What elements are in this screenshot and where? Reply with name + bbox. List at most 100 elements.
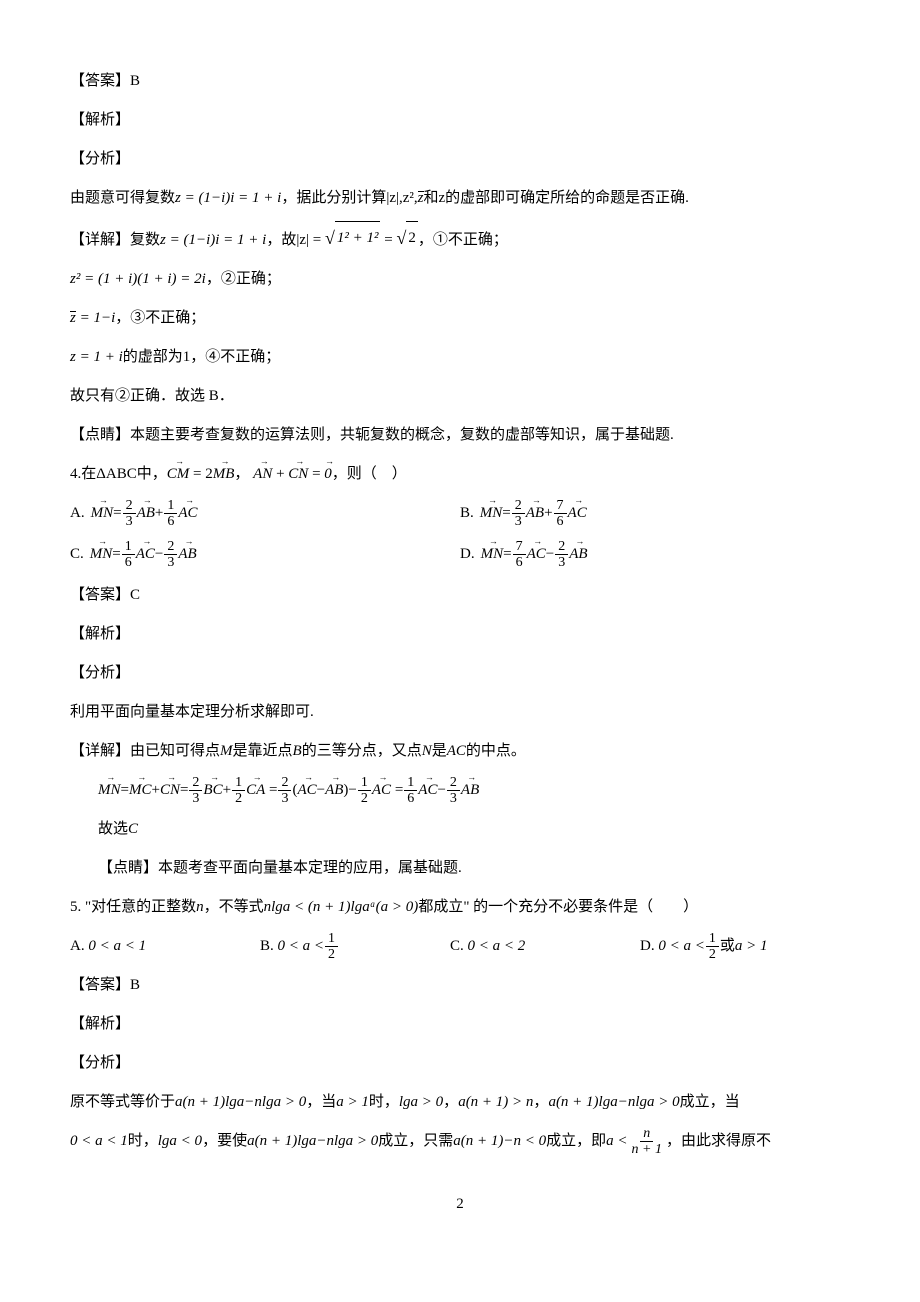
derivation: MN = MC + CN = 23 BC + 12 CA = 23 (AC−AB… (70, 774, 850, 807)
radicand2: 2 (406, 221, 418, 255)
end: ，①不正确； (418, 232, 508, 248)
fenxi-1: 【分析】 (70, 143, 850, 176)
num: 2 (164, 539, 177, 555)
num: 7 (513, 539, 526, 555)
t: 原不等式等价于 (70, 1094, 175, 1110)
n: 1 (358, 775, 371, 791)
text: 和z的虚部即可确定所给的命题是否正确. (424, 190, 689, 206)
vec-cm: CM (167, 458, 190, 491)
opt: 0 < a < 2 (468, 938, 526, 954)
para-7: 0 < a < 1时，lga < 0，要使a(n + 1)lga−nlga > … (70, 1125, 850, 1158)
m: M (220, 743, 233, 759)
detail-2: 【详解】由已知可得点M是靠近点B的三等分点，又点N是AC的中点。 (70, 735, 850, 768)
vec-mn: MN (91, 497, 114, 530)
option-c-label: C. (70, 538, 84, 571)
text: 4.在ΔABC中， (70, 466, 167, 482)
q5-options: A. 0 < a < 1 B. 0 < a < 12 C. 0 < a < 2 … (70, 930, 850, 963)
t: 成立，即 (546, 1133, 606, 1149)
eq: = (269, 774, 277, 807)
lbl: D. (640, 938, 655, 954)
d: 3 (447, 791, 460, 806)
vec-ab: AB (178, 538, 196, 571)
d: 2 (706, 947, 719, 962)
vec-mb: MB (213, 458, 235, 491)
vec-ac: AC (178, 497, 197, 530)
eq: nlga < (n + 1)lgaᵃ(a > 0) (264, 899, 419, 915)
den: 6 (554, 514, 567, 529)
t: 5. "对任意的正整数 (70, 899, 196, 915)
text: ，故|z| = (266, 232, 325, 248)
opt: 0 < a < 1 (88, 938, 146, 954)
jiexi-1: 【解析】 (70, 104, 850, 137)
eq: = (308, 466, 324, 482)
pre: 0 < a < (658, 930, 705, 963)
t: ，不等式 (204, 899, 264, 915)
den: 6 (164, 514, 177, 529)
answer-1: 【答案】B (70, 65, 850, 98)
line-z2: z² = (1 + i)(1 + i) = 2i，②正确； (70, 263, 850, 296)
d: 2 (232, 791, 245, 806)
num: 1 (122, 539, 135, 555)
answer-3: 【答案】B (70, 969, 850, 1002)
e: a(n + 1)lga−nlga > 0 (247, 1133, 378, 1149)
c: ， (234, 466, 249, 482)
e: a(n + 1)lga−nlga > 0 (548, 1094, 679, 1110)
vec: AC (297, 774, 316, 807)
fenxi-2: 【分析】 (70, 657, 850, 690)
n: N (422, 743, 432, 759)
vec-ab: AB (526, 497, 544, 530)
t: 时， (128, 1133, 158, 1149)
text: ，②正确； (206, 271, 281, 287)
t: ， (533, 1094, 548, 1110)
b: B (293, 743, 302, 759)
den: 3 (555, 555, 568, 570)
option-d-label: D. (460, 538, 475, 571)
huo: 或 (720, 930, 735, 963)
t: 成立，只需 (378, 1133, 453, 1149)
n: 2 (447, 775, 460, 791)
n: n (640, 1126, 653, 1142)
option-a-label: A. (70, 497, 85, 530)
d: 3 (278, 791, 291, 806)
c: C (128, 821, 138, 837)
text: 的虚部为1，④不正确； (123, 349, 281, 365)
vec-0: 0 (324, 458, 332, 491)
n: 1 (232, 775, 245, 791)
jiexi-2: 【解析】 (70, 618, 850, 651)
vec-ab: AB (569, 538, 587, 571)
q4-options-row1: A. MN = 23 AB + 16 AC B. MN = 23 AB + 76… (70, 497, 850, 530)
n: 1 (325, 931, 338, 947)
d: n + 1 (629, 1142, 665, 1157)
vec: MC (129, 774, 152, 807)
text: 由题意可得复数 (70, 190, 175, 206)
vec-mn: MN (481, 538, 504, 571)
n: n (196, 899, 204, 915)
num: 7 (554, 498, 567, 514)
vec: BC (203, 774, 222, 807)
eq: z = (1−i)i = 1 + i (175, 190, 281, 206)
e: a(n + 1)lga−nlga > 0 (175, 1094, 306, 1110)
den: 3 (512, 514, 525, 529)
num: 1 (164, 498, 177, 514)
t: 故选 (98, 821, 128, 837)
den: 3 (164, 555, 177, 570)
vec: AB (325, 774, 343, 807)
vec-ac: AC (136, 538, 155, 571)
t: 是 (432, 743, 447, 759)
answer-2: 【答案】C (70, 579, 850, 612)
vec-mn: MN (90, 538, 113, 571)
fenxi-3: 【分析】 (70, 1047, 850, 1080)
eq: = (380, 232, 396, 248)
d: 2 (358, 791, 371, 806)
q4-stem: 4.在ΔABC中，CM = 2MB， AN + CN = 0，则（ ） (70, 458, 850, 491)
n: 2 (189, 775, 202, 791)
t: ，要使 (202, 1133, 247, 1149)
fenxi-text: 利用平面向量基本定理分析求解即可. (70, 696, 850, 729)
eq: = (395, 774, 403, 807)
text: ，③不正确； (115, 310, 205, 326)
num: 2 (555, 539, 568, 555)
t: 时， (369, 1094, 399, 1110)
text: ，据此分别计算|z|,z², (281, 190, 417, 206)
vec-ac: AC (527, 538, 546, 571)
e: a(n + 1)−n < 0 (453, 1133, 546, 1149)
